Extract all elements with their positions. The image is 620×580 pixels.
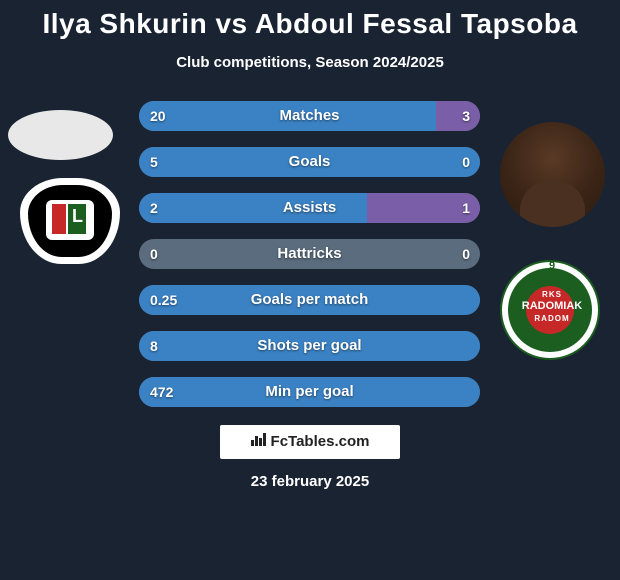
stat-value-left: 0.25	[150, 285, 177, 315]
stat-row: Shots per goal8	[0, 331, 620, 361]
stat-value-right: 1	[462, 193, 470, 223]
stat-value-left: 5	[150, 147, 158, 177]
stat-row: Matches20 3	[0, 101, 620, 131]
stat-label: Min per goal	[139, 377, 480, 407]
stat-row: Goals5 0	[0, 147, 620, 177]
date-text: 23 february 2025	[0, 473, 620, 490]
stat-label: Goals	[139, 147, 480, 177]
stat-label: Goals per match	[139, 285, 480, 315]
stat-row: Goals per match0.25	[0, 285, 620, 315]
page-title: Ilya Shkurin vs Abdoul Fessal Tapsoba	[0, 0, 620, 40]
stat-value-right: 0	[462, 147, 470, 177]
comparison-chart: Matches203Goals50Assists21Hattricks00Goa…	[0, 101, 620, 407]
stat-row: Hattricks0 0	[0, 239, 620, 269]
stat-value-left: 0	[150, 239, 158, 269]
watermark: FcTables.com	[220, 425, 400, 459]
stat-label: Shots per goal	[139, 331, 480, 361]
subtitle: Club competitions, Season 2024/2025	[0, 54, 620, 71]
stat-row: Assists2 1	[0, 193, 620, 223]
stat-value-left: 472	[150, 377, 173, 407]
stat-row: Min per goal472	[0, 377, 620, 407]
stat-value-right: 0	[462, 239, 470, 269]
stat-value-left: 8	[150, 331, 158, 361]
stat-label: Assists	[139, 193, 480, 223]
stat-value-left: 2	[150, 193, 158, 223]
stat-label: Hattricks	[139, 239, 480, 269]
chart-icon	[251, 425, 267, 459]
watermark-text: FcTables.com	[271, 433, 370, 450]
stat-value-right: 3	[462, 101, 470, 131]
stat-label: Matches	[139, 101, 480, 131]
stat-value-left: 20	[150, 101, 166, 131]
